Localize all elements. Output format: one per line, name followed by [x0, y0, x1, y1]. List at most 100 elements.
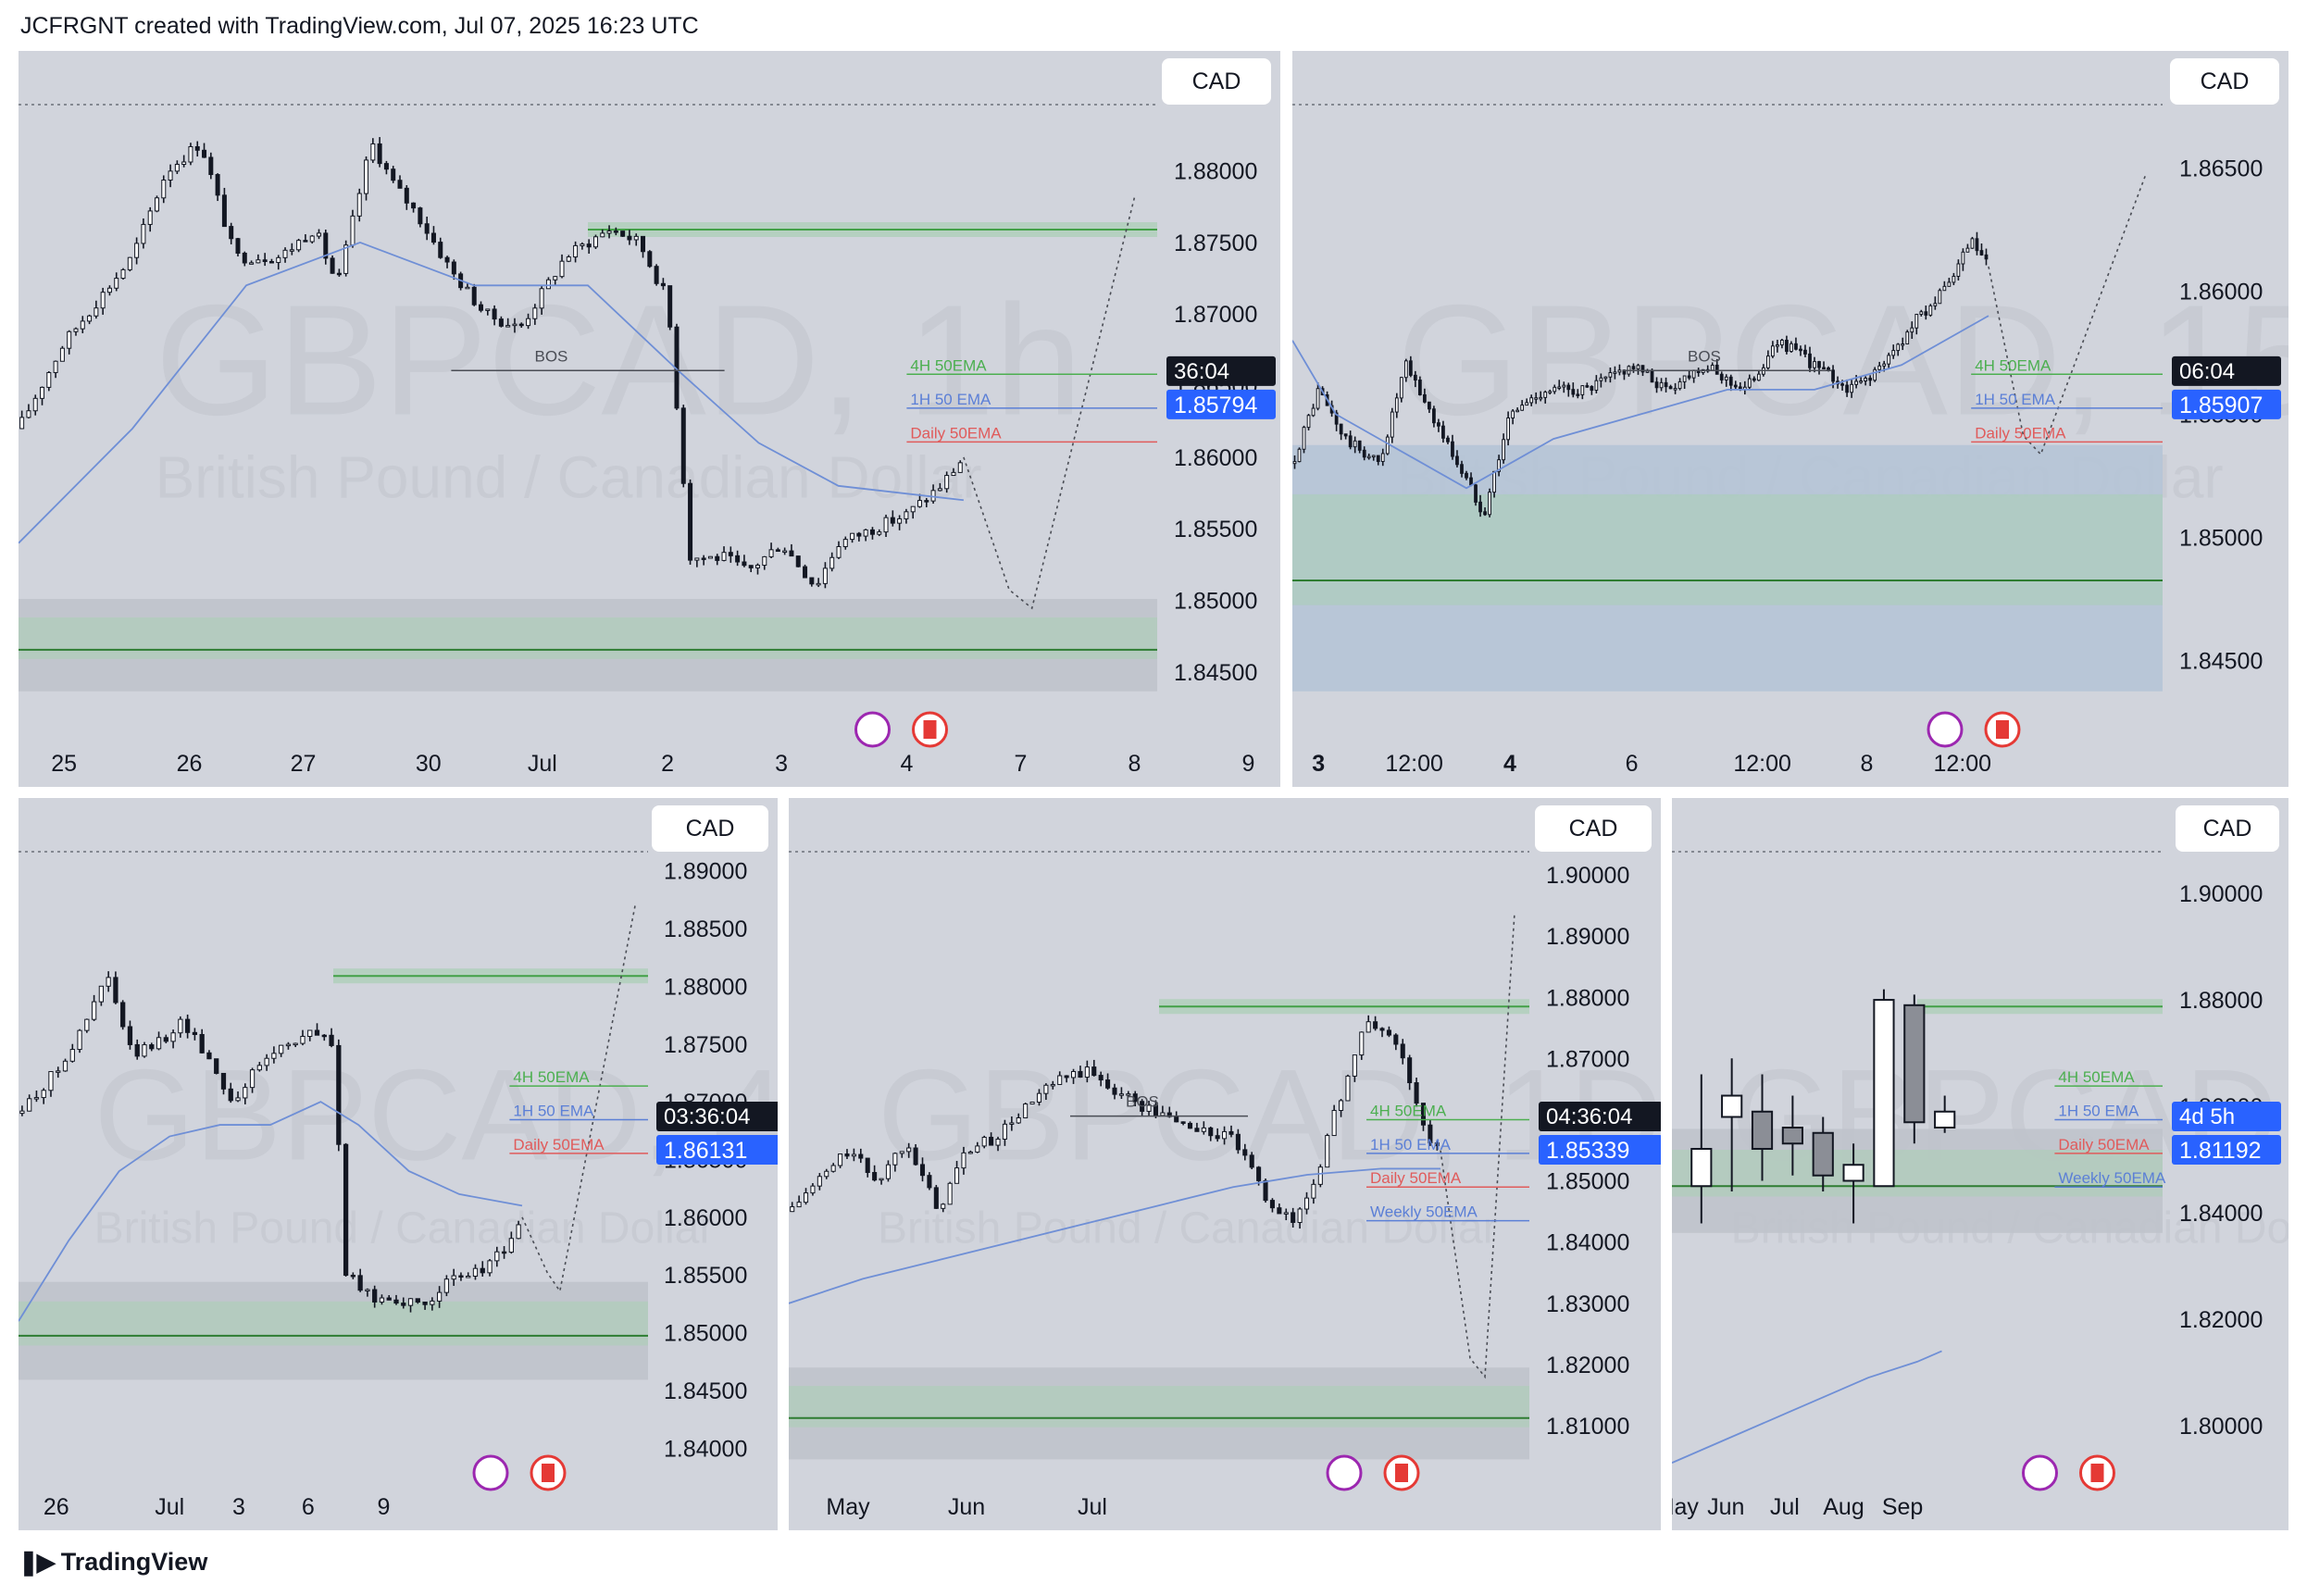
annotation-label: 1H 50 EMA [513, 1103, 594, 1120]
candle-body [1529, 397, 1534, 404]
header-attribution: JCFRGNT created with TradingView.com, Ju… [20, 13, 699, 39]
candle-body [443, 1278, 450, 1293]
candle-body [296, 240, 302, 251]
candle-body [242, 252, 247, 264]
candle-body [411, 202, 417, 209]
candle-body [1733, 384, 1738, 388]
candle-body [851, 1153, 856, 1157]
x-tick-label: 26 [177, 751, 203, 777]
candle-body [1297, 448, 1302, 463]
candle-body [1776, 344, 1779, 347]
candle-body [163, 1037, 168, 1042]
chart-panel-1d[interactable]: GBPCAD, 1D British Pound / Canadian Dolla… [789, 798, 1661, 1530]
candle-body [321, 1034, 327, 1038]
lightning-icon [854, 711, 891, 748]
y-tick-label: 1.82000 [2179, 1307, 2263, 1333]
ema-line [19, 1101, 523, 1322]
candle-body [817, 1176, 822, 1187]
canada-flag-icon [542, 1464, 555, 1482]
candle-body [967, 1151, 973, 1154]
candle-body [134, 1043, 140, 1057]
x-tick-label: Jun [948, 1494, 985, 1520]
candle-body [892, 1153, 898, 1166]
candle-body [26, 410, 31, 418]
currency-button[interactable]: CAD [2170, 58, 2279, 105]
x-tick-label: 12:00 [1934, 751, 1992, 777]
chart-panel-1w[interactable]: GBPCAD, 1WBritish Pound / Canadian Dolla… [1672, 798, 2288, 1530]
candle-body [600, 232, 605, 238]
candle-body [1877, 365, 1882, 370]
candle-body [1407, 1057, 1413, 1084]
candle-body [1840, 383, 1844, 386]
candle-body [323, 232, 329, 259]
candle-body [1331, 1109, 1337, 1137]
candle-body [877, 531, 882, 535]
candle-body [184, 1018, 191, 1033]
y-tick-label: 1.87500 [1174, 231, 1257, 256]
candle-body [1339, 1100, 1344, 1111]
candle-body [1311, 407, 1316, 417]
candle-body [782, 550, 788, 554]
candle-body [1557, 386, 1562, 389]
currency-button[interactable]: CAD [2176, 805, 2279, 852]
lightning-icon [2022, 1454, 2058, 1491]
candle-body [553, 276, 558, 281]
y-tick-label: 1.84500 [664, 1378, 747, 1404]
canada-flag-icon [2090, 1464, 2104, 1482]
price-badge [2172, 389, 2281, 419]
candle-body [899, 1151, 904, 1154]
annotation-label: Daily 50EMA [2058, 1136, 2150, 1153]
chart-panel-1h[interactable]: GBPCAD, 1h British Pound / Canadian Dolla… [19, 51, 1280, 787]
candle-body [1446, 437, 1450, 443]
candle-body [1539, 396, 1543, 400]
candle-body [573, 244, 579, 258]
candle-body [580, 243, 585, 246]
candle-body [1631, 366, 1636, 369]
chart-panel-15m[interactable]: GBPCAD, 15British Pound / Canadian Dolla… [1292, 51, 2288, 787]
candle-body [606, 231, 612, 234]
candle-body [1403, 360, 1408, 379]
candle-body [418, 207, 423, 225]
candle-body [1650, 370, 1654, 383]
candle-body [379, 1297, 385, 1303]
x-tick-label: 6 [302, 1494, 315, 1520]
candle-body [1919, 311, 1924, 316]
candle-body [975, 1145, 980, 1153]
candle-body [1428, 401, 1431, 410]
candle-body [707, 555, 713, 559]
chart-panel-4h[interactable]: GBPCAD, 4hBritish Pound / Canadian Dolla… [19, 798, 778, 1530]
candle-body [518, 323, 524, 327]
candle-body [1859, 380, 1864, 383]
candle-body [620, 231, 626, 237]
candle-body [1070, 1070, 1077, 1079]
candle-body [106, 977, 111, 987]
candle-body [865, 1157, 870, 1174]
chart-watermark: GBPCAD, 15 [1397, 273, 2288, 449]
currency-button[interactable]: CAD [1162, 58, 1271, 105]
currency-button[interactable]: CAD [652, 805, 768, 852]
candle-body [113, 977, 118, 1004]
candle-body [472, 1267, 479, 1278]
candle-body [850, 532, 855, 541]
candle-body [1817, 361, 1821, 368]
candle-body [796, 1202, 802, 1208]
candle-body [810, 1185, 816, 1194]
candle-body [84, 1018, 90, 1031]
candle-body [748, 565, 754, 568]
candle-body [516, 1224, 521, 1240]
candle-body [161, 180, 167, 199]
price-badge [2172, 1135, 2281, 1166]
x-tick-label: 8 [1128, 751, 1141, 777]
candle-body [1478, 501, 1482, 513]
candle-body [1064, 1075, 1069, 1079]
candle-body [1160, 1112, 1166, 1116]
candle-body [498, 318, 504, 327]
candle-body [1460, 464, 1464, 474]
candle-body [199, 1033, 205, 1054]
candle-body [1803, 349, 1807, 355]
x-tick-label: 12:00 [1385, 751, 1443, 777]
y-tick-label: 1.85500 [1174, 517, 1257, 542]
candle-body [526, 318, 531, 327]
currency-button[interactable]: CAD [1535, 805, 1652, 852]
candle-body [228, 1088, 233, 1102]
